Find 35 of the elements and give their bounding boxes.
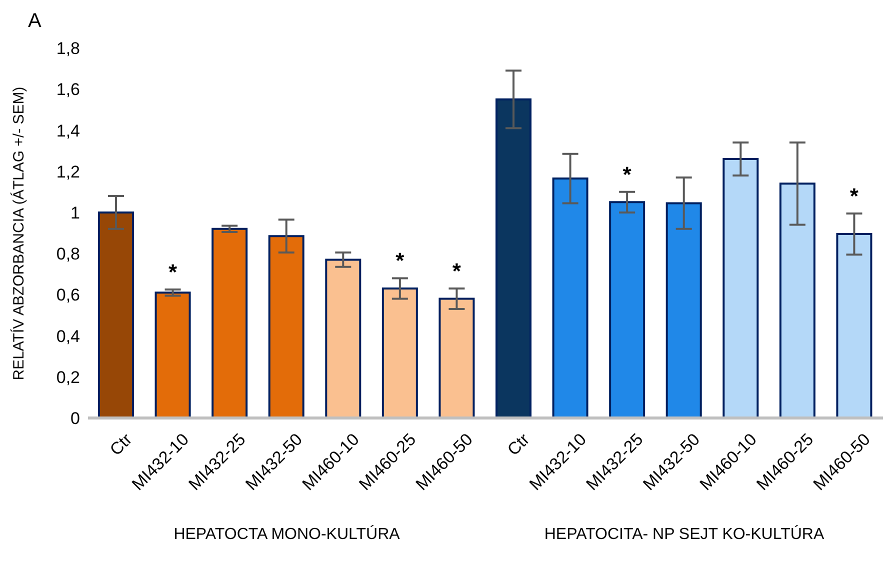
data-label: * — [168, 260, 178, 285]
bar — [779, 182, 816, 418]
bar — [212, 228, 248, 418]
y-tick-label: 1 — [70, 203, 80, 222]
y-tick-label: 1,2 — [56, 162, 80, 182]
bar — [438, 298, 475, 418]
bar — [154, 292, 191, 418]
bar — [325, 258, 362, 418]
bar — [666, 202, 702, 418]
y-tick-label: 1,8 — [56, 39, 80, 58]
chart-title: A — [28, 10, 42, 33]
y-tick-label: 0,2 — [56, 368, 80, 387]
y-tick-label: 0,6 — [56, 286, 80, 305]
text: HEPATOCITA- NP SEJT KO-KULTÚRA — [543, 526, 826, 544]
x-tick-label: Ctr — [504, 430, 534, 460]
y-tick-label: 0,4 — [56, 326, 80, 346]
data-label: * — [622, 162, 632, 187]
y-tick-label: 0,8 — [56, 244, 80, 264]
bar — [609, 201, 646, 418]
bar — [382, 288, 418, 418]
bar — [268, 235, 304, 418]
data-label: * — [850, 183, 859, 208]
text: HEPATOCTA MONO-KULTÚRA — [172, 526, 401, 544]
x-tick-label: Ctr — [106, 430, 136, 460]
y-tick-label: 1,4 — [56, 121, 80, 140]
y-tick-label: 1,6 — [56, 80, 80, 100]
y-tick-label: 0 — [70, 409, 80, 428]
bar — [836, 233, 872, 418]
bar — [722, 158, 759, 418]
data-label: * — [396, 248, 405, 274]
bar — [98, 211, 134, 418]
y-axis-title: RELATÍV ABZORBANCIA (ÁTLAG +/- SEM) — [10, 86, 28, 380]
data-label: * — [452, 258, 462, 284]
bar — [552, 178, 588, 418]
bar — [496, 98, 532, 418]
